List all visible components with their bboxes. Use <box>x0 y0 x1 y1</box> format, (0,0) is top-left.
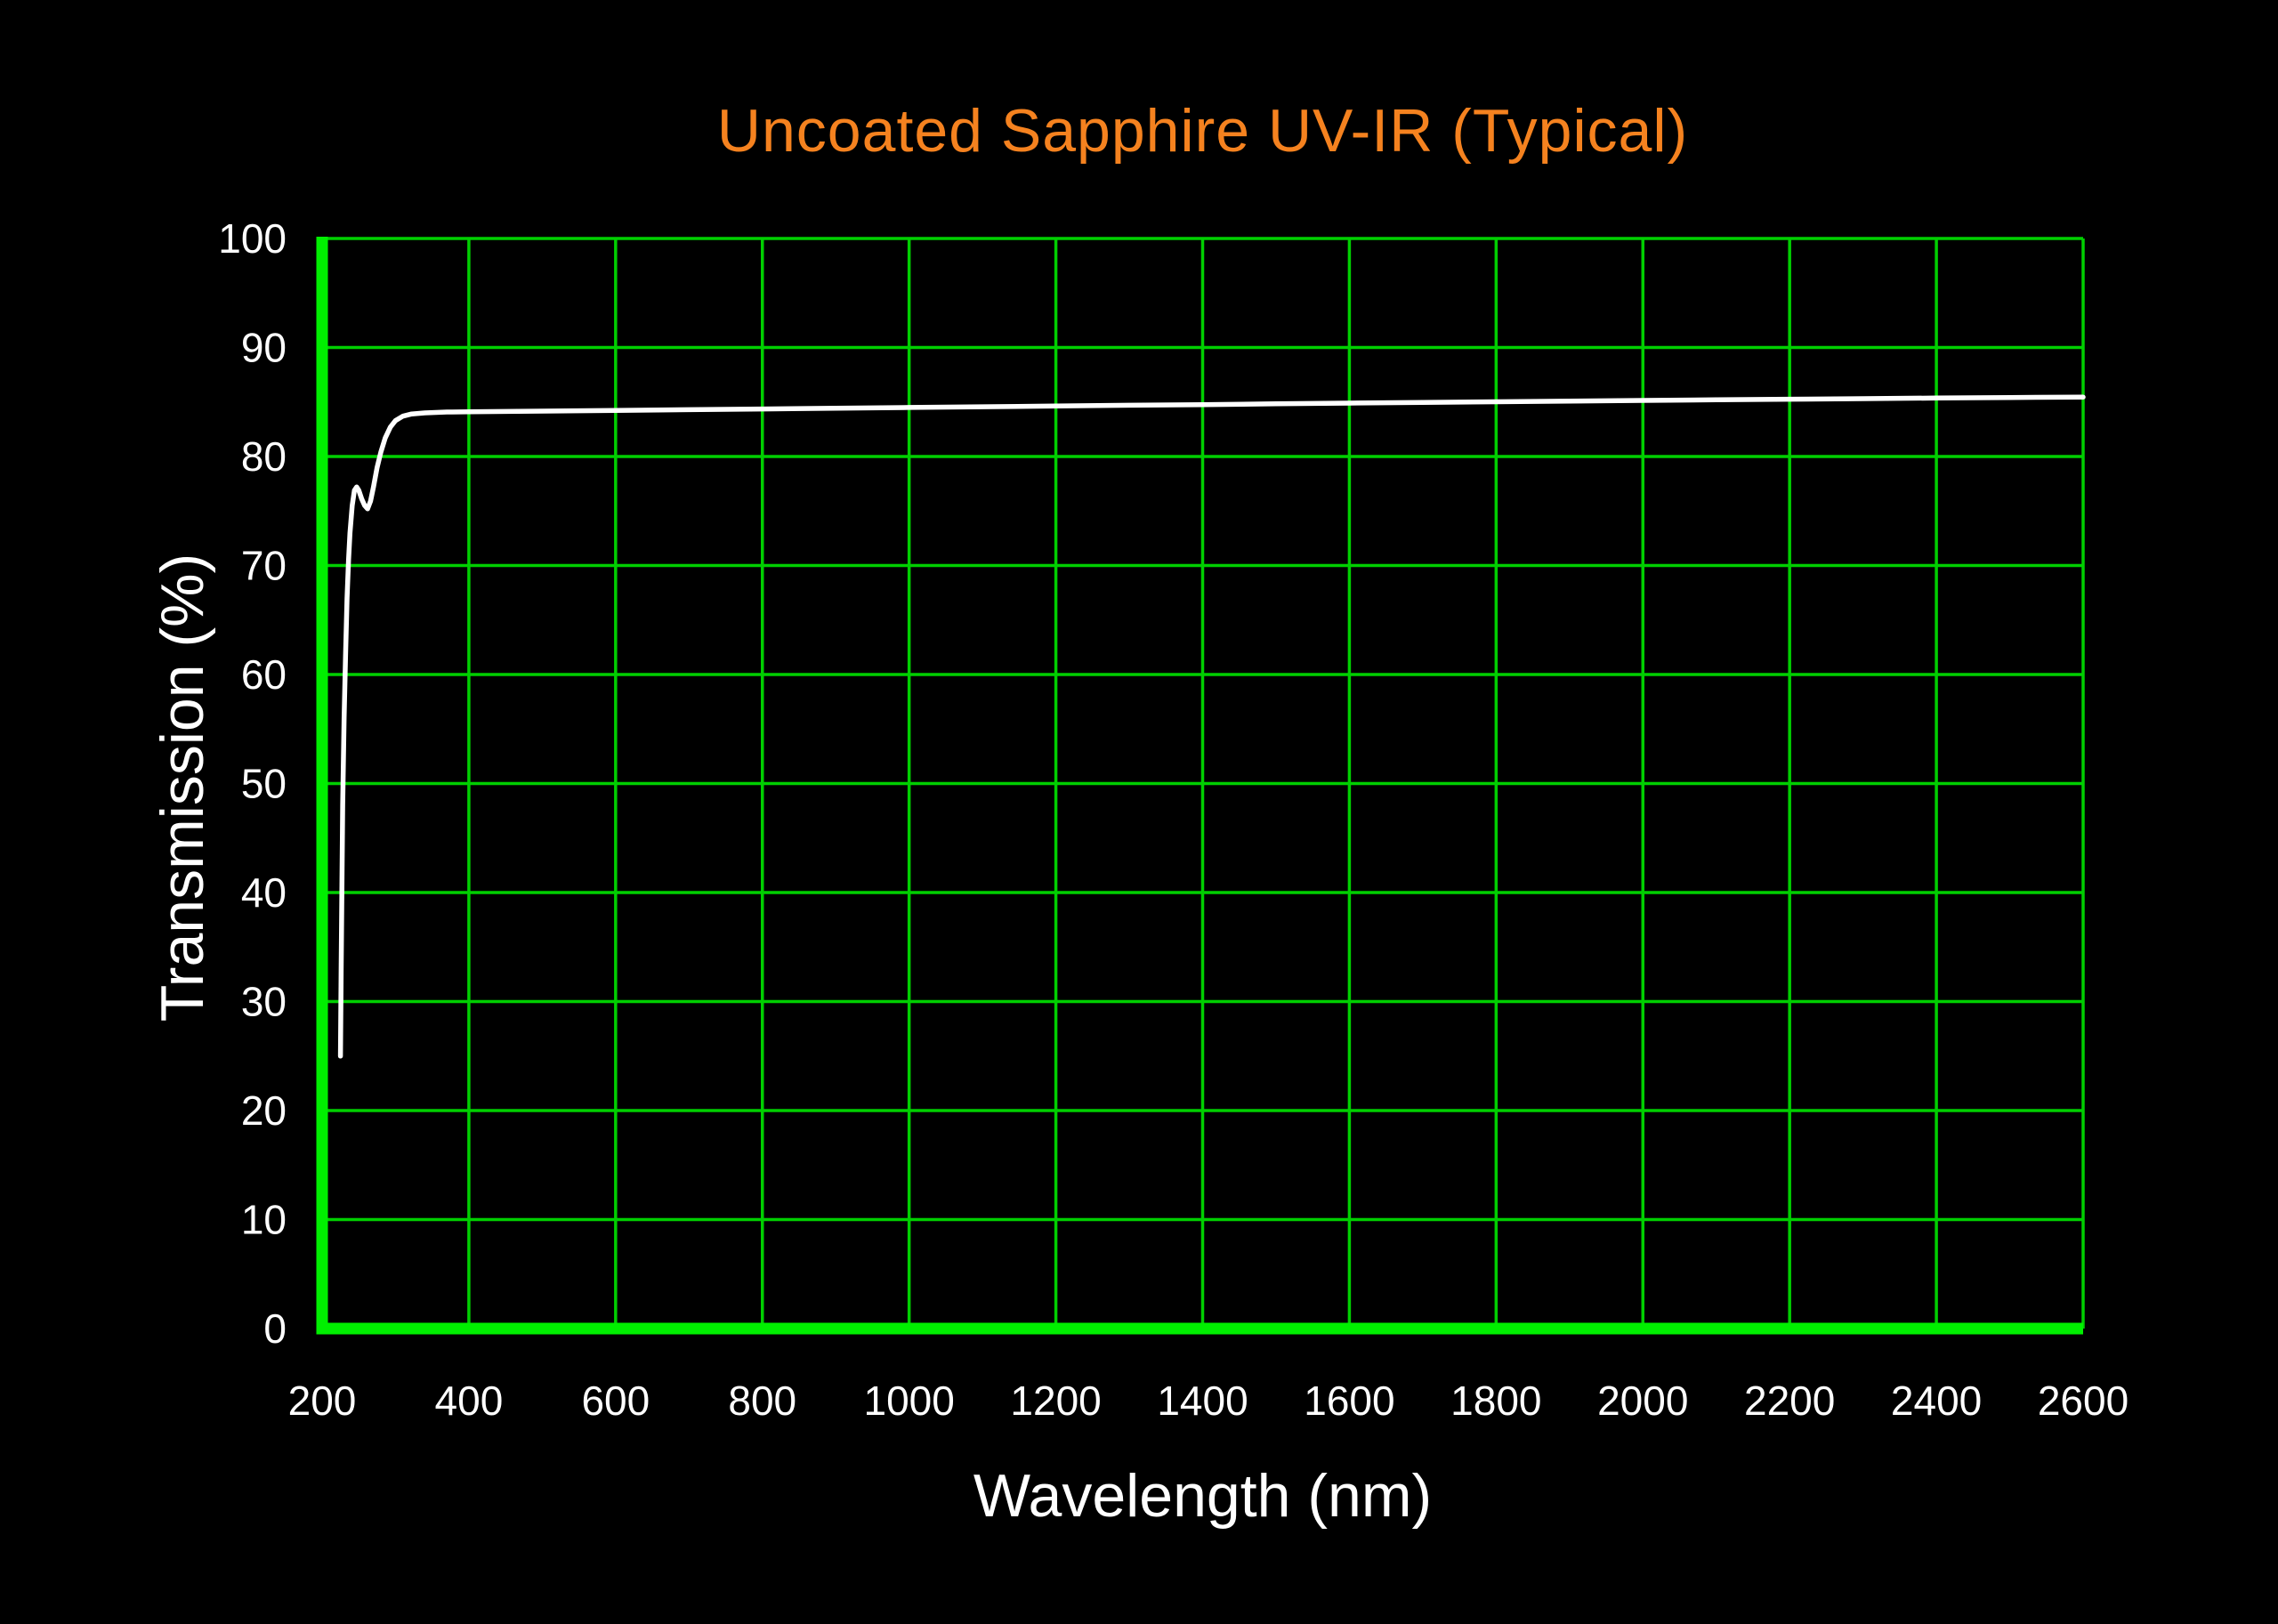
transmission-curve <box>337 394 2086 1059</box>
y-tick-label: 80 <box>241 433 287 480</box>
x-tick-label: 2600 <box>2038 1378 2129 1424</box>
x-axis-title: Wavelength (nm) <box>973 1462 1433 1530</box>
y-tick-label: 100 <box>218 215 287 262</box>
y-tick-label: 20 <box>241 1087 287 1134</box>
x-tick-label: 600 <box>581 1378 650 1424</box>
y-tick-label: 50 <box>241 761 287 807</box>
x-tick-label: 1600 <box>1304 1378 1394 1424</box>
x-tick-label: 1800 <box>1450 1378 1541 1424</box>
y-tick-label: 0 <box>263 1305 287 1352</box>
y-tick-label: 30 <box>241 979 287 1025</box>
y-tick-label: 10 <box>241 1197 287 1243</box>
x-tick-label: 1000 <box>863 1378 954 1424</box>
x-tick-label: 400 <box>435 1378 504 1424</box>
chart-title: Uncoated Sapphire UV-IR (Typical) <box>716 97 1689 165</box>
x-tick-label: 1400 <box>1157 1378 1248 1424</box>
y-tick-label: 90 <box>241 325 287 371</box>
x-tick-label: 2000 <box>1597 1378 1688 1424</box>
x-tick-label: 800 <box>728 1378 796 1424</box>
y-tick-label: 60 <box>241 651 287 698</box>
x-tick-label: 2200 <box>1744 1378 1835 1424</box>
x-tick-label: 200 <box>288 1378 357 1424</box>
y-tick-label: 70 <box>241 543 287 589</box>
x-tick-label: 1200 <box>1010 1378 1101 1424</box>
y-tick-label: 40 <box>241 869 287 916</box>
x-tick-label: 2400 <box>1891 1378 1982 1424</box>
